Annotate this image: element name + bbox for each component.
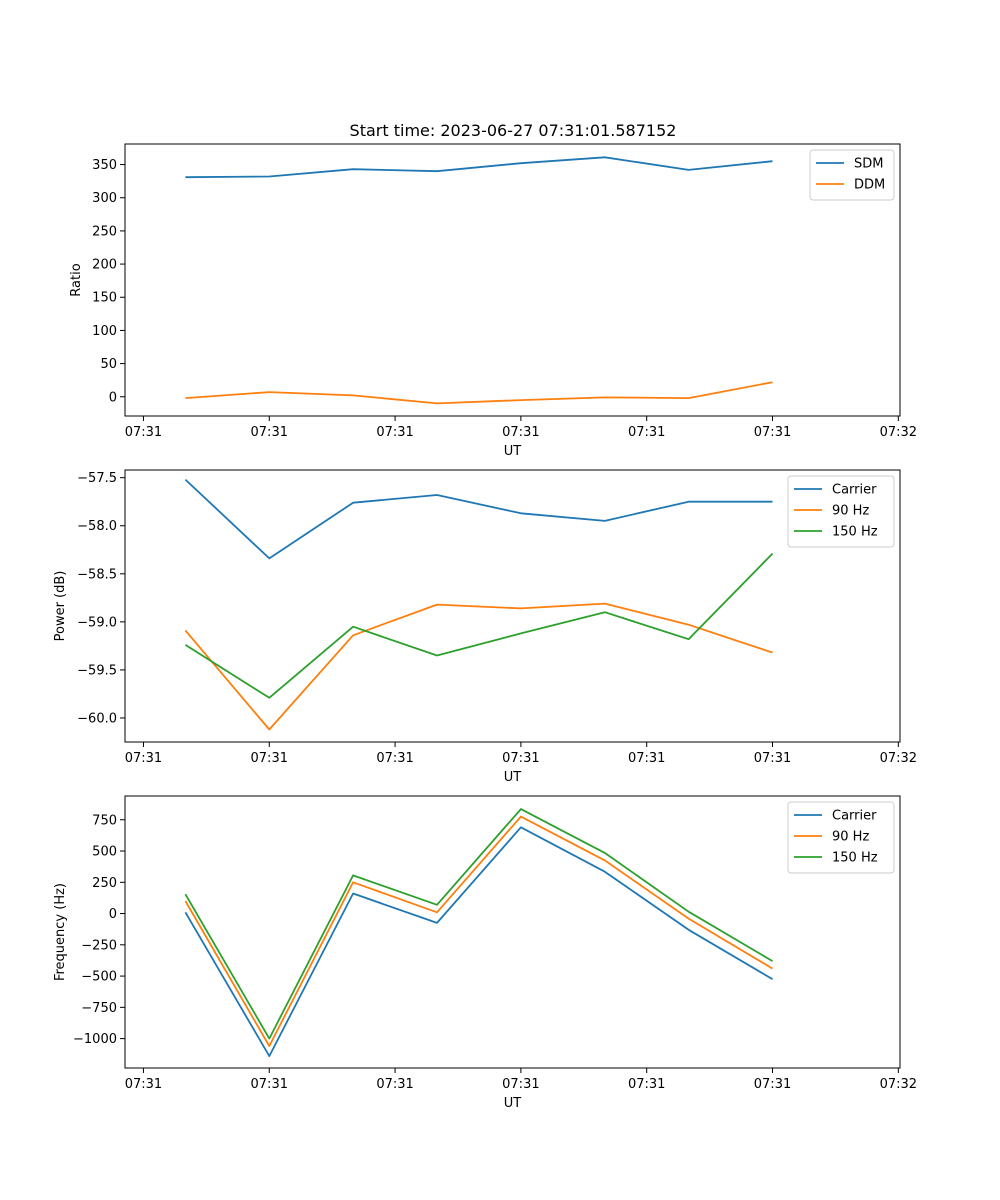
panel-1-y-tick-label: 300 <box>92 191 117 206</box>
panel-3: 07:31 07:31 07:31 07:31 07:31 07:31 07:32 −1000… <box>53 795 917 1111</box>
panel-2-legend-box <box>787 475 895 548</box>
panel-2-series-carrier <box>184 478 773 560</box>
panel-2-series-150-hz <box>184 552 774 699</box>
panel-3-x-tick-label: 07:31 <box>125 1077 162 1092</box>
panel-1-series-sdm <box>185 156 773 179</box>
panel-1-y-tick-label: 250 <box>92 224 117 239</box>
panel-3-x-tick-label: 07:31 <box>628 1077 665 1092</box>
panel-3-y-tick-label: 250 <box>92 876 117 891</box>
panel-1-legend-label-ddm: DDM <box>854 178 885 193</box>
panel-1-x-tick-label: 07:31 <box>628 425 665 440</box>
panel-2-y-tick-label: −58.0 <box>77 519 117 534</box>
panel-2-x-tick-label: 07:31 <box>376 751 413 766</box>
panel-3-x-tick-label: 07:31 <box>502 1077 539 1092</box>
panel-1-x-tick-label: 07:32 <box>880 425 917 440</box>
panel-3-axes-frame <box>124 795 901 1069</box>
panel-2-x-tick-label: 07:31 <box>754 751 791 766</box>
panel-2-y-tick-label: −57.5 <box>77 471 117 486</box>
panel-2-y-tick-label: −59.5 <box>77 663 117 678</box>
panel-1-series-ddm <box>185 381 773 405</box>
panel-2-x-tick-label: 07:31 <box>628 751 665 766</box>
panel-1-y-tick-label: 50 <box>100 357 117 372</box>
panel-3-legend: Carrier 90 Hz 150 Hz <box>787 801 895 874</box>
panel-2-series-90-hz <box>184 602 773 731</box>
panel-1-axes-frame <box>124 143 901 417</box>
panel-3-x-tick-label: 07:31 <box>376 1077 413 1092</box>
panel-2-y-axis-label: Power (dB) <box>53 571 68 642</box>
panel-1-x-tick-label: 07:31 <box>251 425 288 440</box>
panel-1-y-axis-label: Ratio <box>69 263 84 296</box>
panel-1-y-tick-label: 350 <box>92 158 117 173</box>
panel-2-legend-label-150-hz: 150 Hz <box>832 525 878 540</box>
panel-1-x-tick-label: 07:31 <box>502 425 539 440</box>
panel-1-legend-label-sdm: SDM <box>854 157 883 172</box>
figure-title: Start time: 2023-06-27 07:31:01.587152 <box>350 121 677 140</box>
panel-2-x-tick-label: 07:31 <box>251 751 288 766</box>
panel-3-y-tick-label: −500 <box>81 970 117 985</box>
panel-2-axes-frame <box>124 469 901 743</box>
panel-2-x-tick-label: 07:31 <box>502 751 539 766</box>
panel-2-legend: Carrier 90 Hz 150 Hz <box>787 475 895 548</box>
panel-1-x-tick-label: 07:31 <box>376 425 413 440</box>
panel-1-x-axis-label: UT <box>504 444 522 459</box>
panel-3-y-tick-label: −750 <box>81 1001 117 1016</box>
panel-1-y-tick-label: 100 <box>92 324 117 339</box>
panel-3-series-90-hz <box>184 815 773 1047</box>
panel-3-x-axis-label: UT <box>504 1096 522 1111</box>
panel-3-y-axis-label: Frequency (Hz) <box>53 883 68 981</box>
panel-3-y-tick-label: −250 <box>81 938 117 953</box>
panel-2-y-tick-label: −59.0 <box>77 615 117 630</box>
panel-2-x-tick-label: 07:31 <box>125 751 162 766</box>
panel-2-legend-label-90-hz: 90 Hz <box>832 504 869 519</box>
panel-3-x-tick-label: 07:31 <box>754 1077 791 1092</box>
panel-3-y-tick-label: 750 <box>92 813 117 828</box>
panel-2-x-axis-label: UT <box>504 770 522 785</box>
panel-2-y-tick-label: −58.5 <box>77 567 117 582</box>
panel-1-y-tick-label: 150 <box>92 291 117 306</box>
panel-3-legend-label-carrier: Carrier <box>832 809 877 824</box>
panel-2-y-tick-label: −60.0 <box>77 711 117 726</box>
panel-1-legend: SDM DDM <box>809 149 895 201</box>
panel-3-series-carrier <box>184 826 773 1057</box>
panel-3-y-tick-label: 500 <box>92 845 117 860</box>
panel-2-x-tick-label: 07:32 <box>880 751 917 766</box>
panel-1: 07:31 07:31 07:31 07:31 07:31 07:31 07:32 0 50 10… <box>69 143 917 459</box>
panel-3-y-tick-label: 0 <box>109 907 117 922</box>
panel-1-x-tick-label: 07:31 <box>754 425 791 440</box>
panel-3-x-tick-label: 07:31 <box>251 1077 288 1092</box>
panel-2-legend-label-carrier: Carrier <box>832 483 877 498</box>
panel-3-y-tick-label: −1000 <box>73 1032 117 1047</box>
panel-1-x-tick-label: 07:31 <box>125 425 162 440</box>
panel-3-legend-box <box>787 801 895 874</box>
panels: 07:31 07:31 07:31 07:31 07:31 07:31 07:32 0 50 10… <box>53 143 917 1111</box>
panel-3-series-150-hz <box>184 808 773 1040</box>
panel-3-x-tick-label: 07:32 <box>880 1077 917 1092</box>
panel-1-y-tick-label: 0 <box>109 390 117 405</box>
panel-3-legend-label-90-hz: 90 Hz <box>832 830 869 845</box>
panel-2: 07:31 07:31 07:31 07:31 07:31 07:31 07:32 −60.0… <box>53 469 917 785</box>
panel-1-y-tick-label: 200 <box>92 258 117 273</box>
panel-3-legend-label-150-hz: 150 Hz <box>832 851 878 866</box>
